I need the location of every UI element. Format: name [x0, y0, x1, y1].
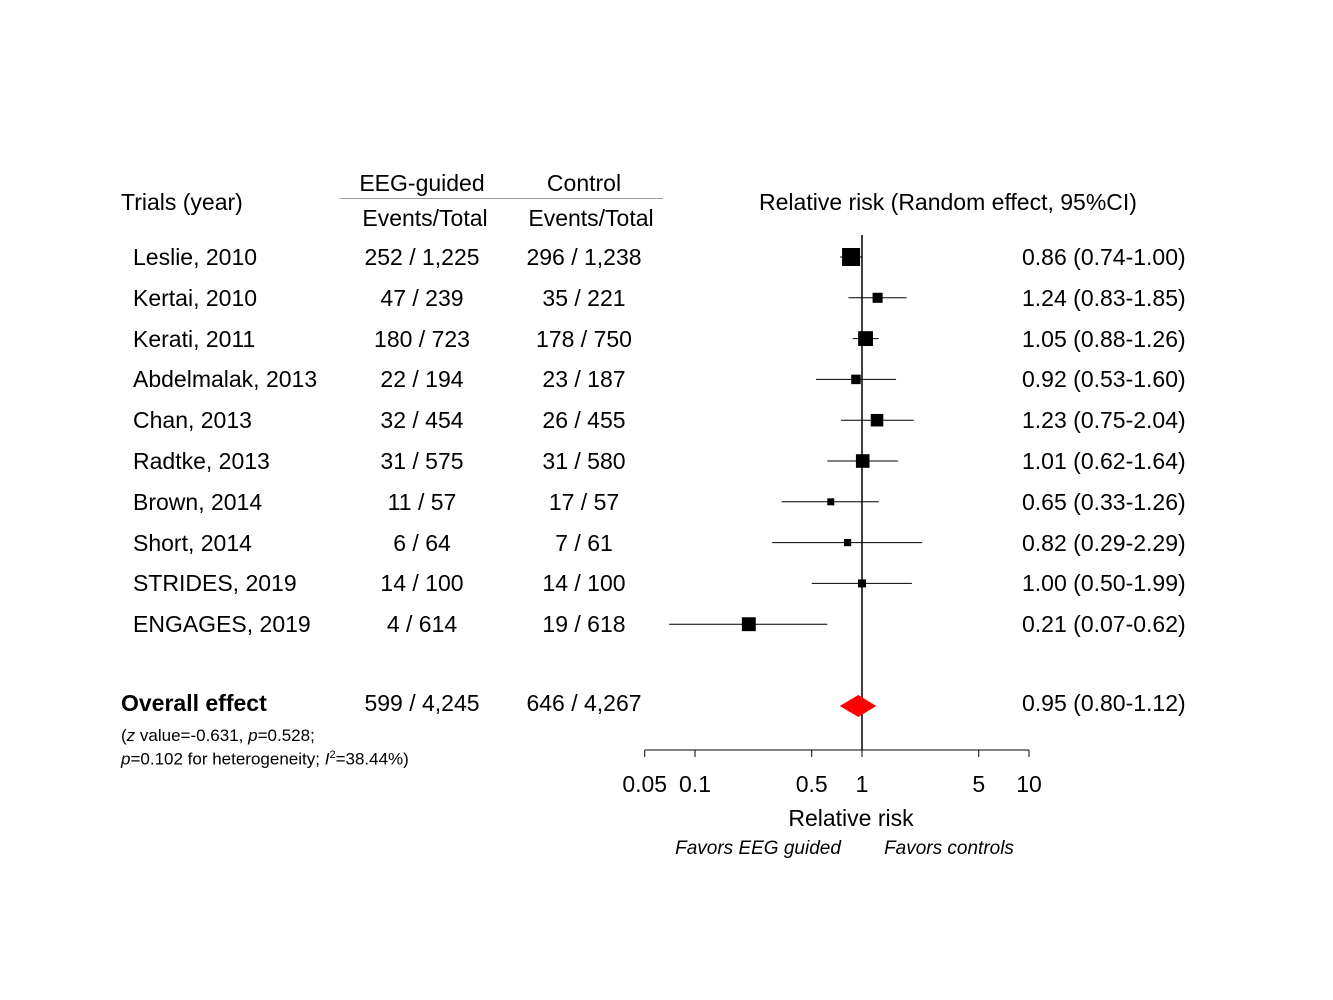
study-eeg-events: 11 / 57 [387, 488, 457, 515]
study-label: Kertai, 2010 [133, 284, 258, 311]
relative-risk-header: Relative risk (Random effect, 95%CI) [759, 189, 1137, 215]
favors-controls-label: Favors controls [884, 838, 1014, 859]
study-rr-text: 1.24 (0.83-1.85) [1022, 284, 1186, 311]
control-header: Control [546, 170, 622, 196]
study-rr-text: 0.21 (0.07-0.62) [1022, 611, 1186, 638]
study-control-events: 19 / 618 [542, 611, 626, 638]
study-eeg-events: 47 / 239 [380, 284, 464, 311]
study-rr-text: 0.82 (0.29-2.29) [1022, 529, 1186, 556]
study-label: ENGAGES, 2019 [133, 611, 311, 638]
study-point-marker [872, 292, 883, 303]
overall-control-events: 646 / 4,267 [526, 690, 642, 716]
study-control-events: 35 / 221 [542, 284, 626, 311]
study-control-events: 7 / 61 [555, 529, 613, 556]
study-rr-text: 1.05 (0.88-1.26) [1022, 325, 1186, 352]
x-tick-label: 1 [855, 771, 869, 797]
study-eeg-events: 6 / 64 [393, 529, 451, 556]
study-control-events: 26 / 455 [542, 407, 626, 434]
favors-eeg-label: Favors EEG guided [675, 838, 841, 859]
study-rr-text: 1.01 (0.62-1.64) [1022, 448, 1186, 474]
study-point-marker [827, 498, 835, 506]
study-label: Leslie, 2010 [133, 244, 258, 270]
study-control-events: 296 / 1,238 [526, 244, 642, 270]
study-eeg-events: 31 / 575 [380, 448, 464, 474]
study-eeg-events: 14 / 100 [380, 570, 464, 597]
study-control-events: 31 / 580 [542, 448, 626, 474]
overall-effect-label: Overall effect [121, 690, 267, 716]
study-control-events: 23 / 187 [542, 366, 626, 393]
study-label: Short, 2014 [133, 529, 252, 556]
control-events-total-header: Events/Total [528, 205, 654, 231]
study-control-events: 17 / 57 [548, 488, 620, 515]
study-point-marker [858, 331, 873, 347]
x-tick-label: 10 [1016, 771, 1042, 797]
study-label: Abdelmalak, 2013 [133, 366, 318, 393]
study-eeg-events: 32 / 454 [380, 407, 464, 434]
eeg-guided-header: EEG-guided [359, 170, 485, 196]
study-label: Radtke, 2013 [133, 448, 270, 474]
overall-rr-text: 0.95 (0.80-1.12) [1022, 690, 1186, 716]
overall-effect-diamond [839, 695, 877, 717]
overall-eeg-events: 599 / 4,245 [364, 690, 480, 716]
study-label: Brown, 2014 [133, 488, 263, 515]
study-eeg-events: 252 / 1,225 [364, 244, 480, 270]
study-eeg-events: 4 / 614 [386, 611, 458, 638]
study-rr-text: 0.65 (0.33-1.26) [1022, 488, 1186, 515]
study-eeg-events: 180 / 723 [374, 325, 470, 352]
overall-stats-line2: p=0.102 for heterogeneity; I2=38.44%) [121, 749, 409, 769]
study-rr-text: 1.00 (0.50-1.99) [1022, 570, 1186, 597]
study-control-events: 14 / 100 [542, 570, 626, 597]
study-point-marker [870, 413, 884, 427]
x-tick-label: 0.05 [622, 771, 668, 797]
study-point-marker [855, 454, 870, 468]
study-eeg-events: 22 / 194 [380, 366, 464, 393]
trials-header: Trials (year) [121, 189, 243, 215]
study-rr-text: 0.86 (0.74-1.00) [1022, 244, 1186, 270]
study-point-marker [741, 617, 756, 632]
x-tick-label: 0.5 [795, 771, 828, 797]
overall-stats-line1: (z value=-0.631, p=0.528; [121, 726, 315, 745]
header-divider [340, 198, 663, 199]
study-point-marker [842, 248, 861, 266]
study-point-marker [851, 374, 861, 385]
eeg-events-total-header: Events/Total [362, 205, 488, 231]
study-point-marker [858, 579, 866, 588]
x-tick-label: 5 [972, 771, 986, 797]
study-point-marker [844, 539, 852, 547]
study-label: Chan, 2013 [133, 407, 252, 434]
study-control-events: 178 / 750 [536, 325, 632, 352]
study-rr-text: 1.23 (0.75-2.04) [1022, 407, 1186, 434]
study-label: STRIDES, 2019 [133, 570, 297, 597]
x-axis-label: Relative risk [788, 805, 914, 831]
study-label: Kerati, 2011 [133, 325, 256, 352]
study-rr-text: 0.92 (0.53-1.60) [1022, 366, 1186, 393]
x-tick-label: 0.1 [679, 771, 711, 797]
